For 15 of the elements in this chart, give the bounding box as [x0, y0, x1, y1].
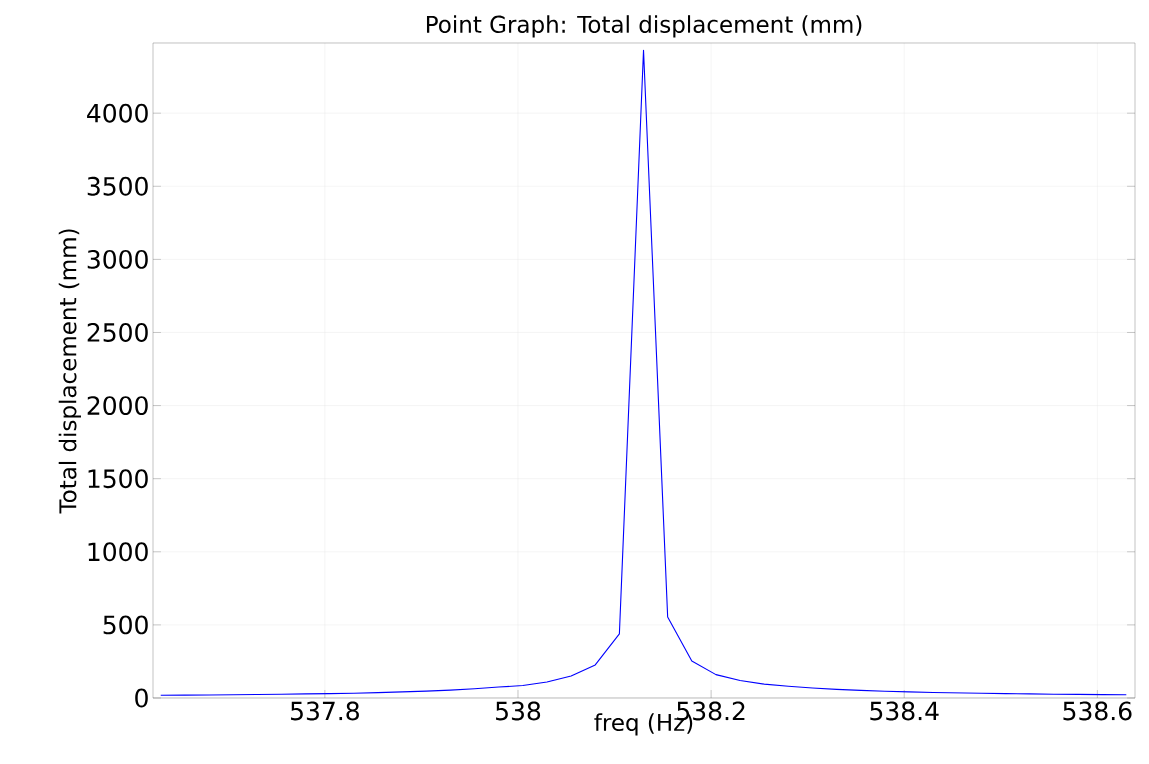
- y-tick-label: 0: [135, 688, 148, 708]
- y-tick-label: 2500: [87, 323, 148, 342]
- y-tick-label: 2000: [87, 396, 148, 416]
- y-tick-label: 3500: [87, 176, 148, 196]
- x-tick-label: 538.6: [1063, 701, 1132, 721]
- y-tick-label: 1000: [88, 542, 148, 562]
- x-tick-label: 537.8: [291, 701, 359, 721]
- y-axis-title: Total displacement (mm): [58, 229, 81, 514]
- y-tick-label: 4000: [87, 103, 148, 123]
- x-tick-label: 538.4: [870, 701, 939, 721]
- y-tick-label: 500: [103, 615, 148, 635]
- x-tick-label: 538: [496, 701, 541, 721]
- chart-title: Point Graph: Total displacement (mm): [426, 15, 862, 38]
- y-tick-label: 3000: [87, 249, 148, 269]
- y-tick-label: 1500: [88, 469, 148, 489]
